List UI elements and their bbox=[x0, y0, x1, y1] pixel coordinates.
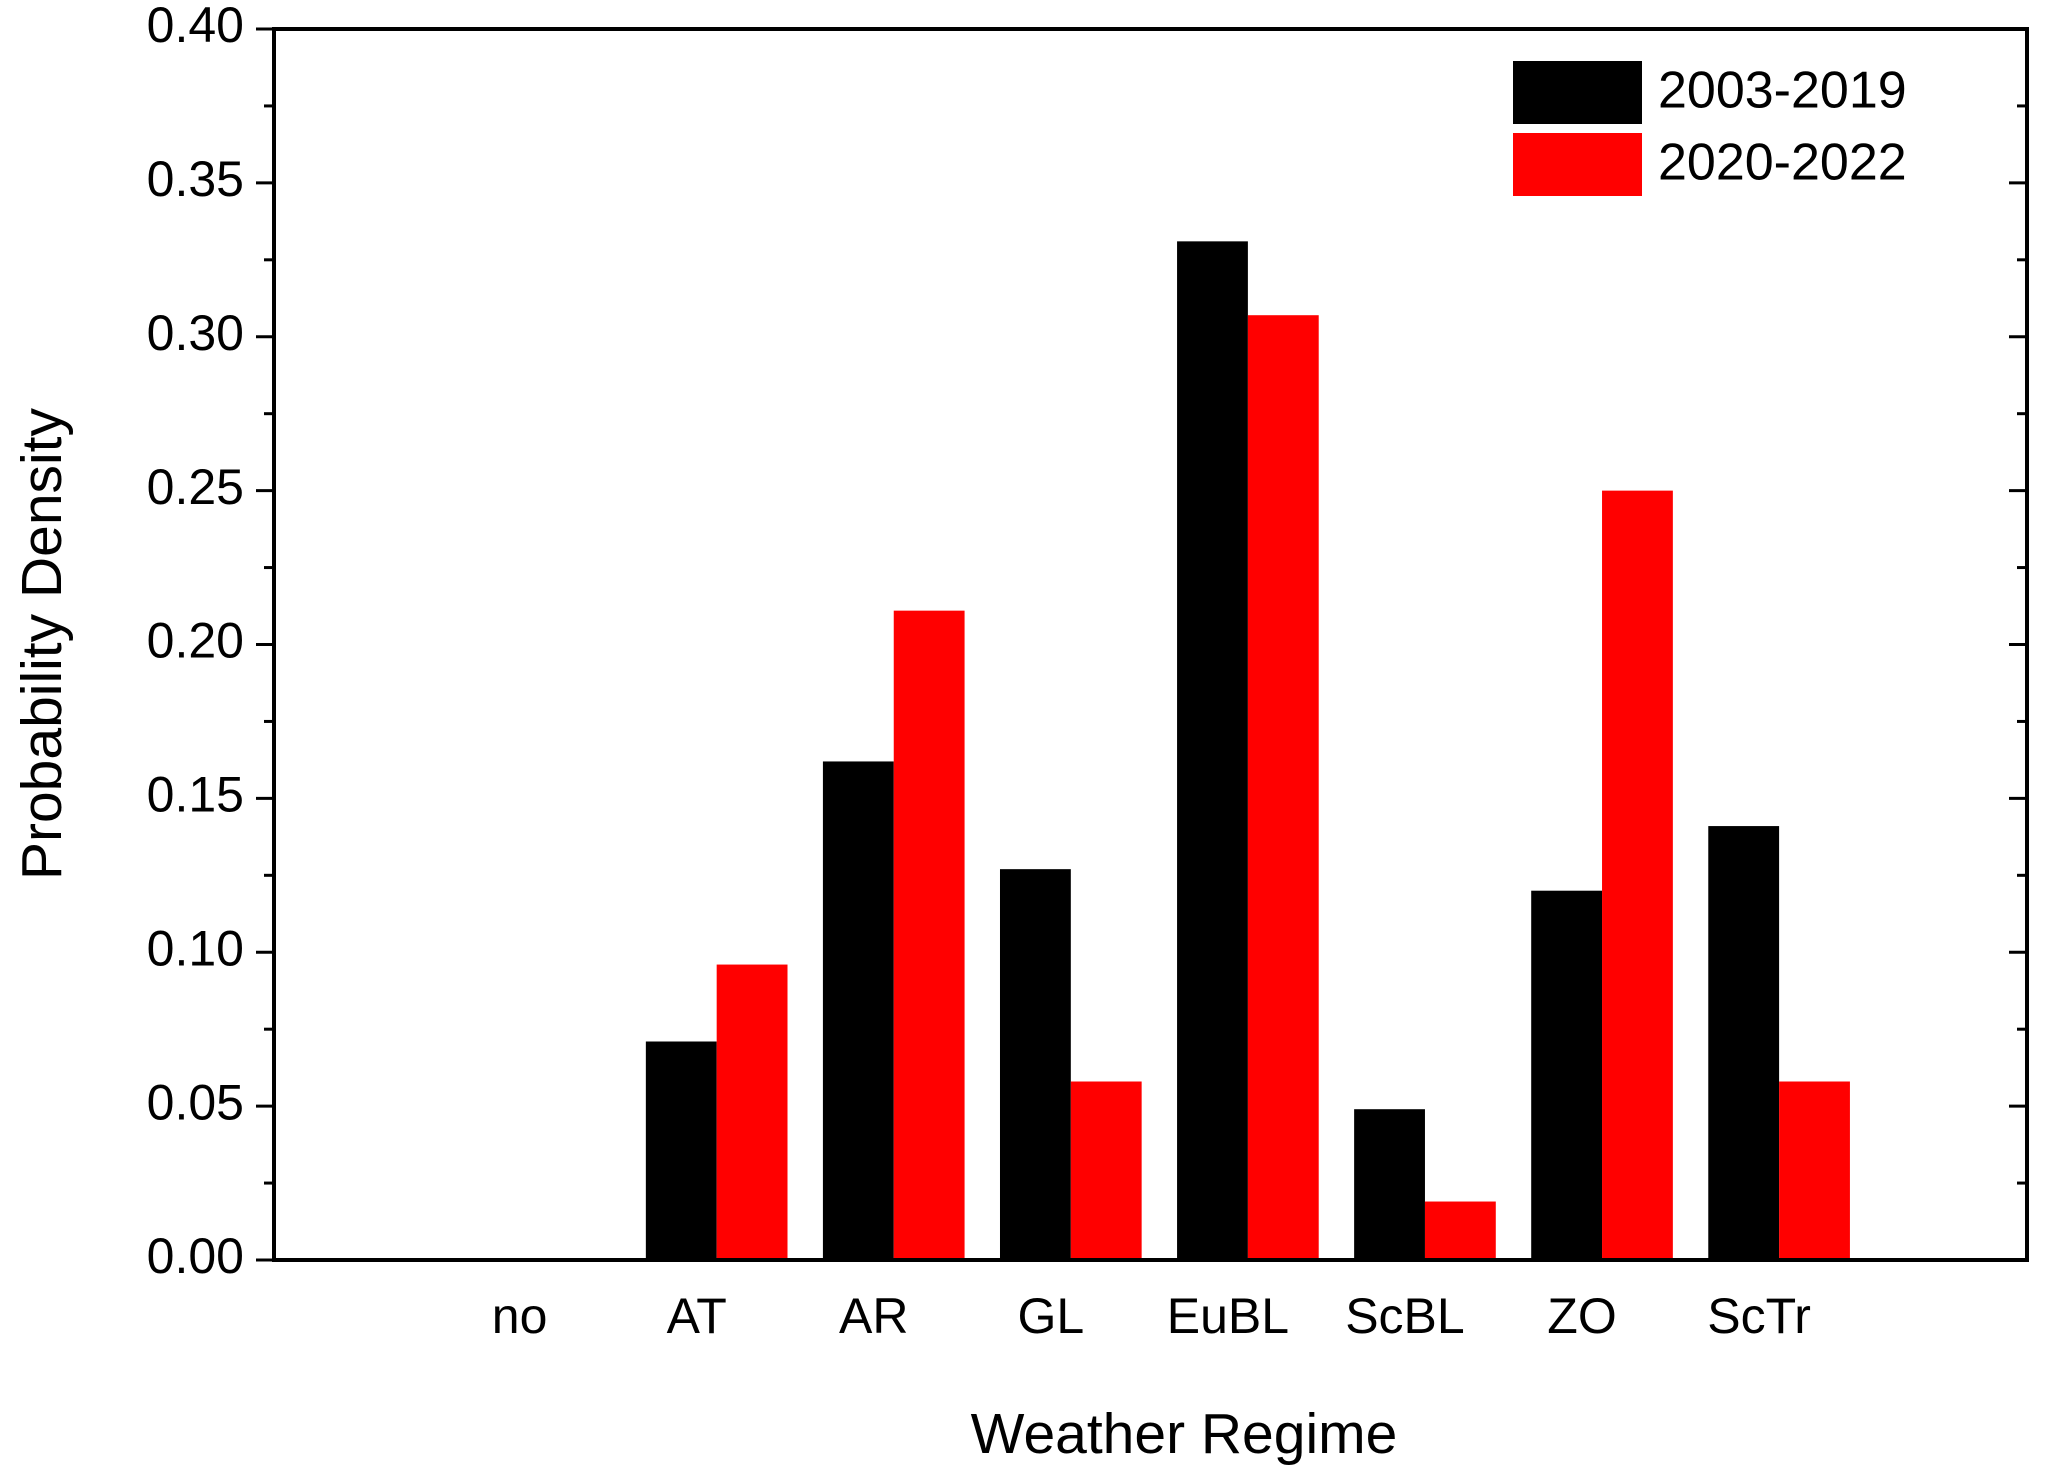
y-tick-label: 0.20 bbox=[147, 613, 244, 669]
x-tick-label: ScTr bbox=[1707, 1288, 1811, 1344]
y-tick-label: 0.15 bbox=[147, 767, 244, 823]
legend-label: 2003-2019 bbox=[1658, 62, 1907, 120]
bar bbox=[893, 610, 965, 1260]
x-tick-label: no bbox=[492, 1288, 548, 1344]
y-axis-title: Probability Density bbox=[10, 407, 74, 880]
bar bbox=[1354, 1109, 1425, 1260]
legend-swatch bbox=[1513, 61, 1642, 124]
x-axis-title: Weather Regime bbox=[971, 1402, 1398, 1466]
y-tick-label: 0.10 bbox=[147, 920, 244, 976]
bar bbox=[999, 869, 1071, 1260]
legend-label: 2020-2022 bbox=[1658, 134, 1907, 192]
x-tick-label: GL bbox=[1017, 1288, 1084, 1344]
bar bbox=[1070, 1081, 1142, 1260]
x-tick-label: AR bbox=[839, 1288, 908, 1344]
y-tick-label: 0.25 bbox=[147, 459, 244, 515]
bar bbox=[716, 964, 788, 1260]
bar bbox=[1531, 890, 1603, 1260]
plot-frame bbox=[272, 27, 2029, 1262]
y-tick-label: 0.40 bbox=[147, 0, 244, 53]
y-tick-label: 0.00 bbox=[147, 1228, 244, 1284]
bar bbox=[1247, 315, 1319, 1260]
x-tick-label: ScBL bbox=[1345, 1288, 1465, 1344]
legend-swatch bbox=[1513, 133, 1642, 196]
bar bbox=[1424, 1201, 1496, 1260]
bar bbox=[1177, 241, 1248, 1260]
y-tick-label: 0.35 bbox=[147, 151, 244, 207]
x-tick-label: EuBL bbox=[1167, 1288, 1289, 1344]
x-tick-label: AT bbox=[667, 1288, 727, 1344]
bar bbox=[645, 1041, 717, 1260]
x-tick-label: ZO bbox=[1547, 1288, 1616, 1344]
bar bbox=[1602, 490, 1673, 1260]
y-tick-label: 0.30 bbox=[147, 305, 244, 361]
bar bbox=[822, 761, 894, 1260]
bar bbox=[1708, 826, 1780, 1260]
bar bbox=[1779, 1081, 1850, 1260]
y-tick-label: 0.05 bbox=[147, 1074, 244, 1130]
